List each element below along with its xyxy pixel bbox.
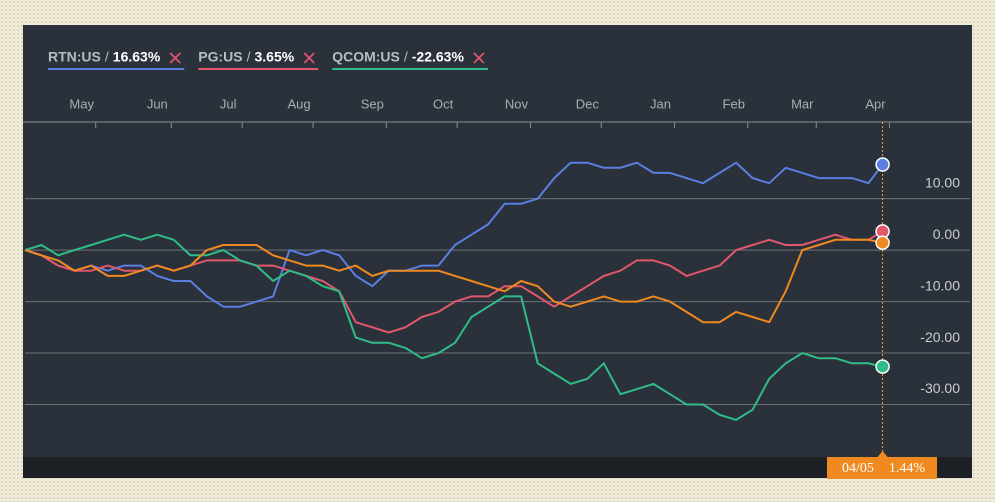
series-line	[24, 233, 883, 421]
x-tick-label: Sep	[361, 96, 384, 111]
x-tick-label: Oct	[433, 96, 454, 111]
x-tick-label: Mar	[791, 96, 814, 111]
x-tick-label: Jul	[220, 96, 237, 111]
chart-panel	[23, 25, 972, 478]
x-tick-label: Jan	[650, 96, 671, 111]
x-tick-label: Aug	[287, 96, 310, 111]
remove-icon	[169, 52, 181, 64]
x-tick-label: Nov	[505, 96, 529, 111]
legend-remove[interactable]	[169, 52, 181, 64]
legend-name: PG:US	[198, 49, 242, 65]
y-tick-label: -10.00	[920, 277, 960, 293]
legend: RTN:US/16.63% PG:US/3.65% QCOM:US / -22.63%	[48, 49, 488, 70]
end-marker	[875, 157, 890, 172]
tooltip: 04/05 1.44%	[827, 451, 937, 479]
x-tick-label: Apr	[865, 96, 886, 111]
legend-name: QCOM:US	[332, 49, 400, 65]
series-line	[24, 238, 883, 324]
end-marker	[875, 235, 890, 250]
legend-value: 3.65%	[255, 49, 295, 65]
legend-value: -22.63%	[412, 49, 465, 65]
legend-separator: /	[247, 49, 251, 65]
legend-remove[interactable]	[473, 52, 485, 64]
grid: 10.00 0.00 -10.00 -20.00 -30.00 May Jun Jul Aug S…	[25, 96, 970, 406]
y-tick-label: 0.00	[933, 226, 960, 242]
time-bar	[23, 457, 972, 478]
remove-icon	[473, 52, 485, 64]
tooltip-date: 04/05	[842, 461, 874, 476]
end-marker	[875, 359, 890, 374]
tooltip-box	[827, 451, 937, 479]
legend-separator: /	[404, 49, 408, 65]
legend-remove[interactable]	[303, 52, 315, 64]
x-tick-label: Dec	[576, 96, 600, 111]
series-line	[24, 161, 884, 308]
legend-separator: /	[105, 49, 109, 65]
legend-name: RTN:US	[48, 49, 101, 65]
tooltip-value: 1.44%	[889, 461, 926, 476]
x-tick-label: Feb	[723, 96, 745, 111]
plot	[24, 122, 890, 457]
x-tick-label: May	[69, 96, 94, 111]
x-tick-label: Jun	[147, 96, 168, 111]
legend-value: 16.63%	[113, 49, 161, 65]
y-tick-label: -20.00	[920, 329, 960, 345]
y-tick-label: -30.00	[920, 380, 960, 396]
remove-icon	[303, 52, 315, 64]
y-tick-label: 10.00	[925, 174, 960, 190]
